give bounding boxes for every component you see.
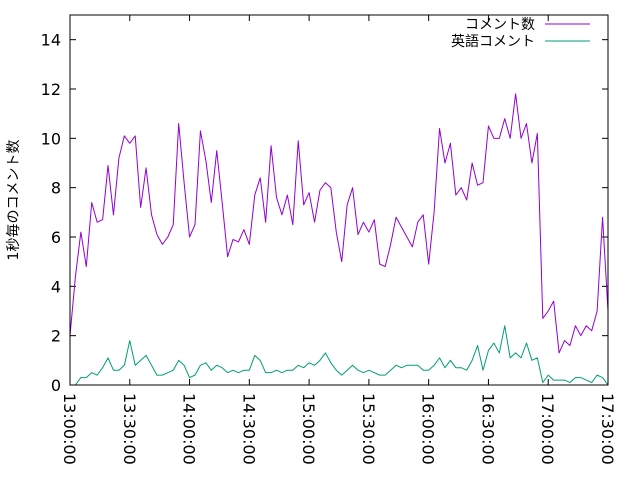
x-tick-label: 14:00:00 [180, 393, 199, 465]
y-tick-label: 6 [51, 228, 61, 247]
y-axis-label: 1秒毎のコメント数 [6, 140, 22, 261]
legend-label: 英語コメント [451, 33, 535, 50]
x-tick-label: 17:00:00 [538, 393, 557, 465]
x-tick-label: 15:00:00 [299, 393, 318, 465]
y-tick-label: 14 [41, 31, 61, 50]
x-tick-label: 16:00:00 [419, 393, 438, 465]
y-tick-label: 8 [51, 179, 61, 198]
y-tick-label: 2 [51, 327, 61, 346]
x-tick-label: 13:30:00 [120, 393, 139, 465]
y-tick-label: 12 [41, 80, 61, 99]
y-tick-label: 4 [51, 277, 61, 296]
series-line-2 [70, 325, 609, 386]
x-tick-label: 14:30:00 [239, 393, 258, 465]
y-axis: 0 2 4 6 8 10 12 14 [41, 31, 608, 395]
x-tick-label: 17:30:00 [598, 393, 617, 465]
x-axis: 13:00:00 13:30:00 14:00:00 14:30:00 15:00:00… [60, 15, 617, 465]
x-tick-label: 16:30:00 [478, 393, 497, 465]
plot-area [69, 93, 609, 386]
plot-border [69, 14, 609, 386]
y-tick-label: 0 [51, 376, 61, 395]
series-line-1 [69, 93, 609, 354]
legend-label: コメント数 [465, 17, 535, 33]
x-tick-label: 15:30:00 [359, 393, 378, 465]
x-tick-label: 13:00:00 [60, 393, 79, 465]
y-tick-label: 10 [41, 129, 61, 148]
